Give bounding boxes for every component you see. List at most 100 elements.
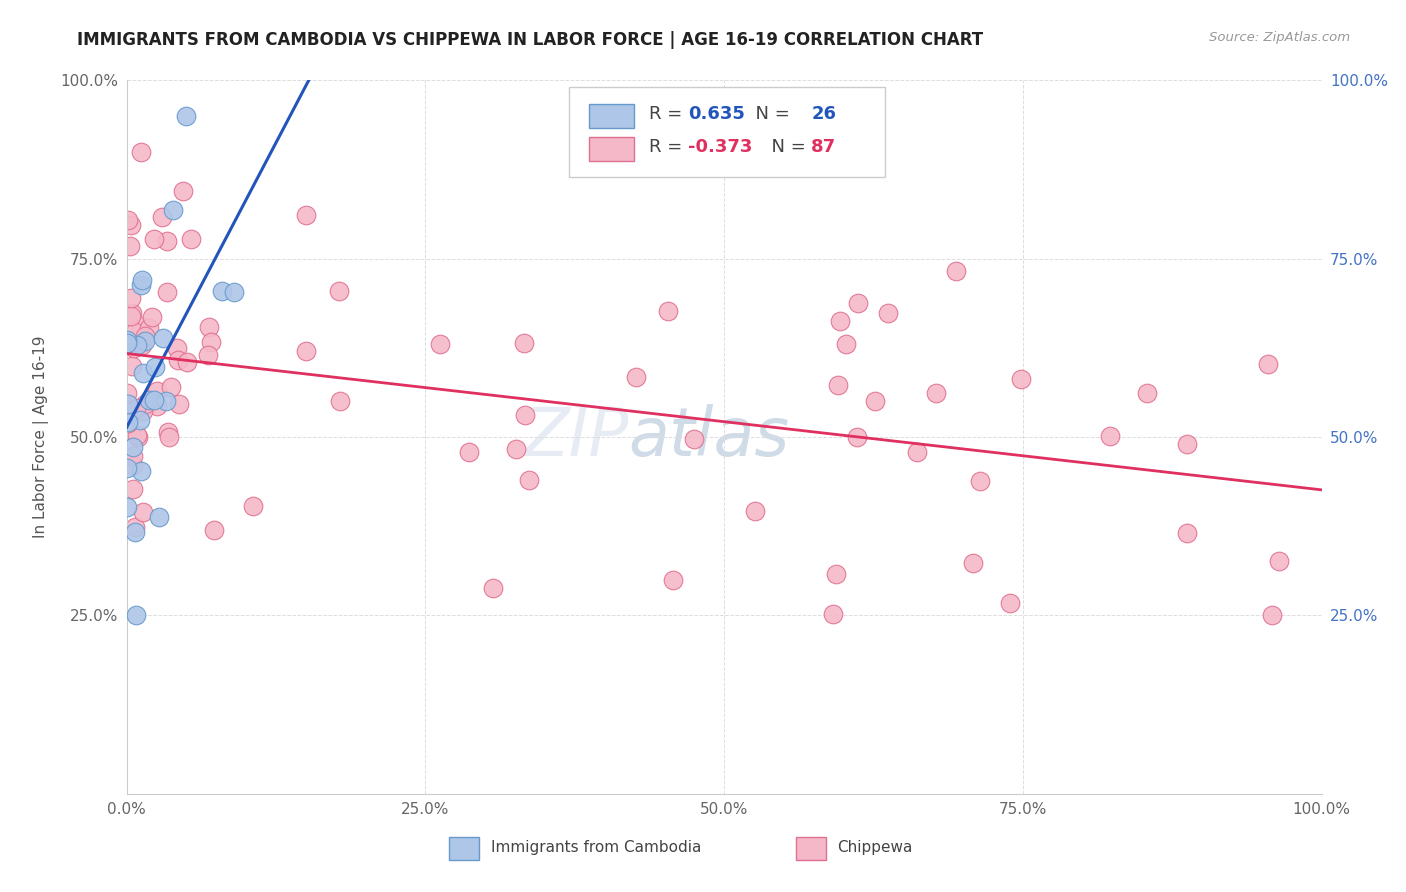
Point [120,218,142,232]
Point [121,359,143,373]
FancyBboxPatch shape [589,136,634,161]
Point [117,213,139,227]
Point [969,474,991,488]
Point [142,393,165,408]
Y-axis label: In Labor Force | Age 16-19: In Labor Force | Age 16-19 [34,335,49,539]
Point [129,278,152,293]
Point [122,341,145,355]
Point [172,184,194,198]
Point [744,504,766,518]
Point [825,567,848,582]
Point [1136,386,1159,401]
Point [907,445,929,459]
Point [202,523,225,537]
FancyBboxPatch shape [589,103,634,128]
Point [157,430,180,444]
Point [1175,525,1198,540]
Point [125,608,148,623]
Point [121,458,143,473]
Point [124,326,146,340]
Point [222,285,246,299]
Point [115,385,138,400]
Point [141,310,163,325]
Point [148,510,170,524]
Point [197,320,219,334]
Point [295,208,318,222]
Point [121,306,143,320]
FancyBboxPatch shape [568,87,886,177]
Point [117,397,139,411]
Point [162,202,184,217]
Text: R =: R = [648,138,688,156]
Point [513,336,536,351]
Point [998,596,1021,610]
Point [662,573,685,587]
Point [132,366,155,380]
Point [180,232,202,246]
Point [945,264,967,278]
Point [517,474,540,488]
Point [143,359,166,374]
Point [166,353,188,368]
Point [127,430,149,444]
Point [121,440,143,454]
Point [328,284,350,298]
Point [122,482,145,496]
Point [124,524,146,539]
Point [134,334,156,349]
Point [174,109,197,123]
Point [150,210,173,224]
Text: 0.635: 0.635 [688,105,745,123]
Point [115,334,138,348]
Point [120,309,142,323]
Text: R =: R = [648,105,688,123]
Point [129,464,152,478]
Point [129,413,152,427]
Point [125,337,148,351]
Text: N =: N = [759,138,811,156]
Point [156,235,179,249]
Point [242,499,264,513]
Point [145,399,167,413]
Text: IMMIGRANTS FROM CAMBODIA VS CHIPPEWA IN LABOR FORCE | AGE 16-19 CORRELATION CHAR: IMMIGRANTS FROM CAMBODIA VS CHIPPEWA IN … [77,31,983,49]
Point [513,409,536,423]
Text: 87: 87 [811,138,837,156]
Point [846,430,869,444]
Point [925,386,948,401]
Point [429,336,451,351]
Text: Immigrants from Cambodia: Immigrants from Cambodia [491,840,702,855]
Point [1010,372,1032,386]
Point [115,461,138,475]
Point [877,306,900,320]
Text: -0.373: -0.373 [688,138,752,156]
Text: 26: 26 [811,105,837,123]
Point [134,397,156,411]
Point [962,556,984,570]
Point [131,273,153,287]
Point [129,319,152,334]
FancyBboxPatch shape [796,838,825,860]
Point [129,335,152,350]
Point [143,232,166,246]
Point [115,335,138,350]
Point [132,505,155,519]
Point [160,380,183,394]
Point [120,291,142,305]
Point [152,330,174,344]
Point [457,445,479,459]
Point [145,384,167,398]
Point [1261,608,1284,623]
Point [200,334,222,349]
Point [118,239,141,253]
Point [132,404,155,418]
Point [117,415,139,429]
Point [683,432,706,446]
Point [115,500,138,514]
Point [626,369,648,384]
Point [129,145,152,159]
Point [1177,437,1199,451]
Point [830,314,852,328]
Point [1099,428,1122,442]
Text: Chippewa: Chippewa [838,840,912,855]
Point [138,392,160,407]
